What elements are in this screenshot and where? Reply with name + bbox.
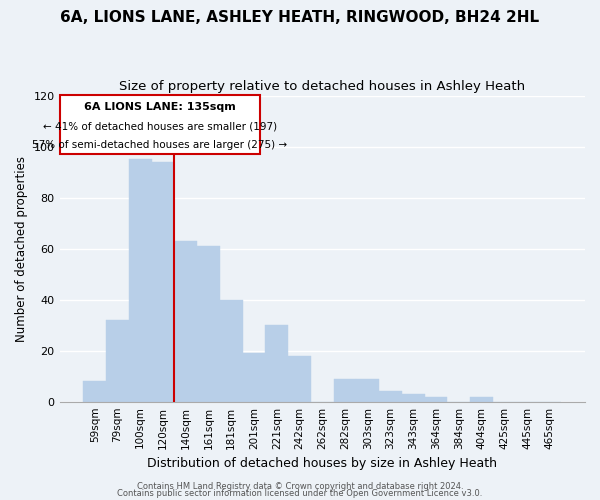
Bar [220, 300, 242, 402]
Title: Size of property relative to detached houses in Ashley Heath: Size of property relative to detached ho… [119, 80, 526, 93]
Text: ← 41% of detached houses are smaller (197): ← 41% of detached houses are smaller (19… [43, 121, 277, 131]
Text: Contains HM Land Registry data © Crown copyright and database right 2024.: Contains HM Land Registry data © Crown c… [137, 482, 463, 491]
Text: Contains public sector information licensed under the Open Government Licence v3: Contains public sector information licen… [118, 489, 482, 498]
X-axis label: Distribution of detached houses by size in Ashley Heath: Distribution of detached houses by size … [147, 457, 497, 470]
Text: 6A LIONS LANE: 135sqm: 6A LIONS LANE: 135sqm [84, 102, 236, 112]
Bar [197, 246, 220, 402]
Bar [470, 396, 493, 402]
Bar [265, 325, 288, 402]
Bar [334, 378, 356, 402]
Bar [379, 392, 402, 402]
Bar [175, 241, 197, 402]
Text: 57% of semi-detached houses are larger (275) →: 57% of semi-detached houses are larger (… [32, 140, 287, 150]
Bar [425, 396, 448, 402]
Bar [242, 353, 265, 402]
Bar [152, 162, 175, 402]
Bar [83, 382, 106, 402]
Y-axis label: Number of detached properties: Number of detached properties [15, 156, 28, 342]
Text: 6A, LIONS LANE, ASHLEY HEATH, RINGWOOD, BH24 2HL: 6A, LIONS LANE, ASHLEY HEATH, RINGWOOD, … [61, 10, 539, 25]
Bar [106, 320, 129, 402]
Bar [402, 394, 425, 402]
Bar [288, 356, 311, 402]
Bar [129, 160, 152, 402]
Bar [356, 378, 379, 402]
